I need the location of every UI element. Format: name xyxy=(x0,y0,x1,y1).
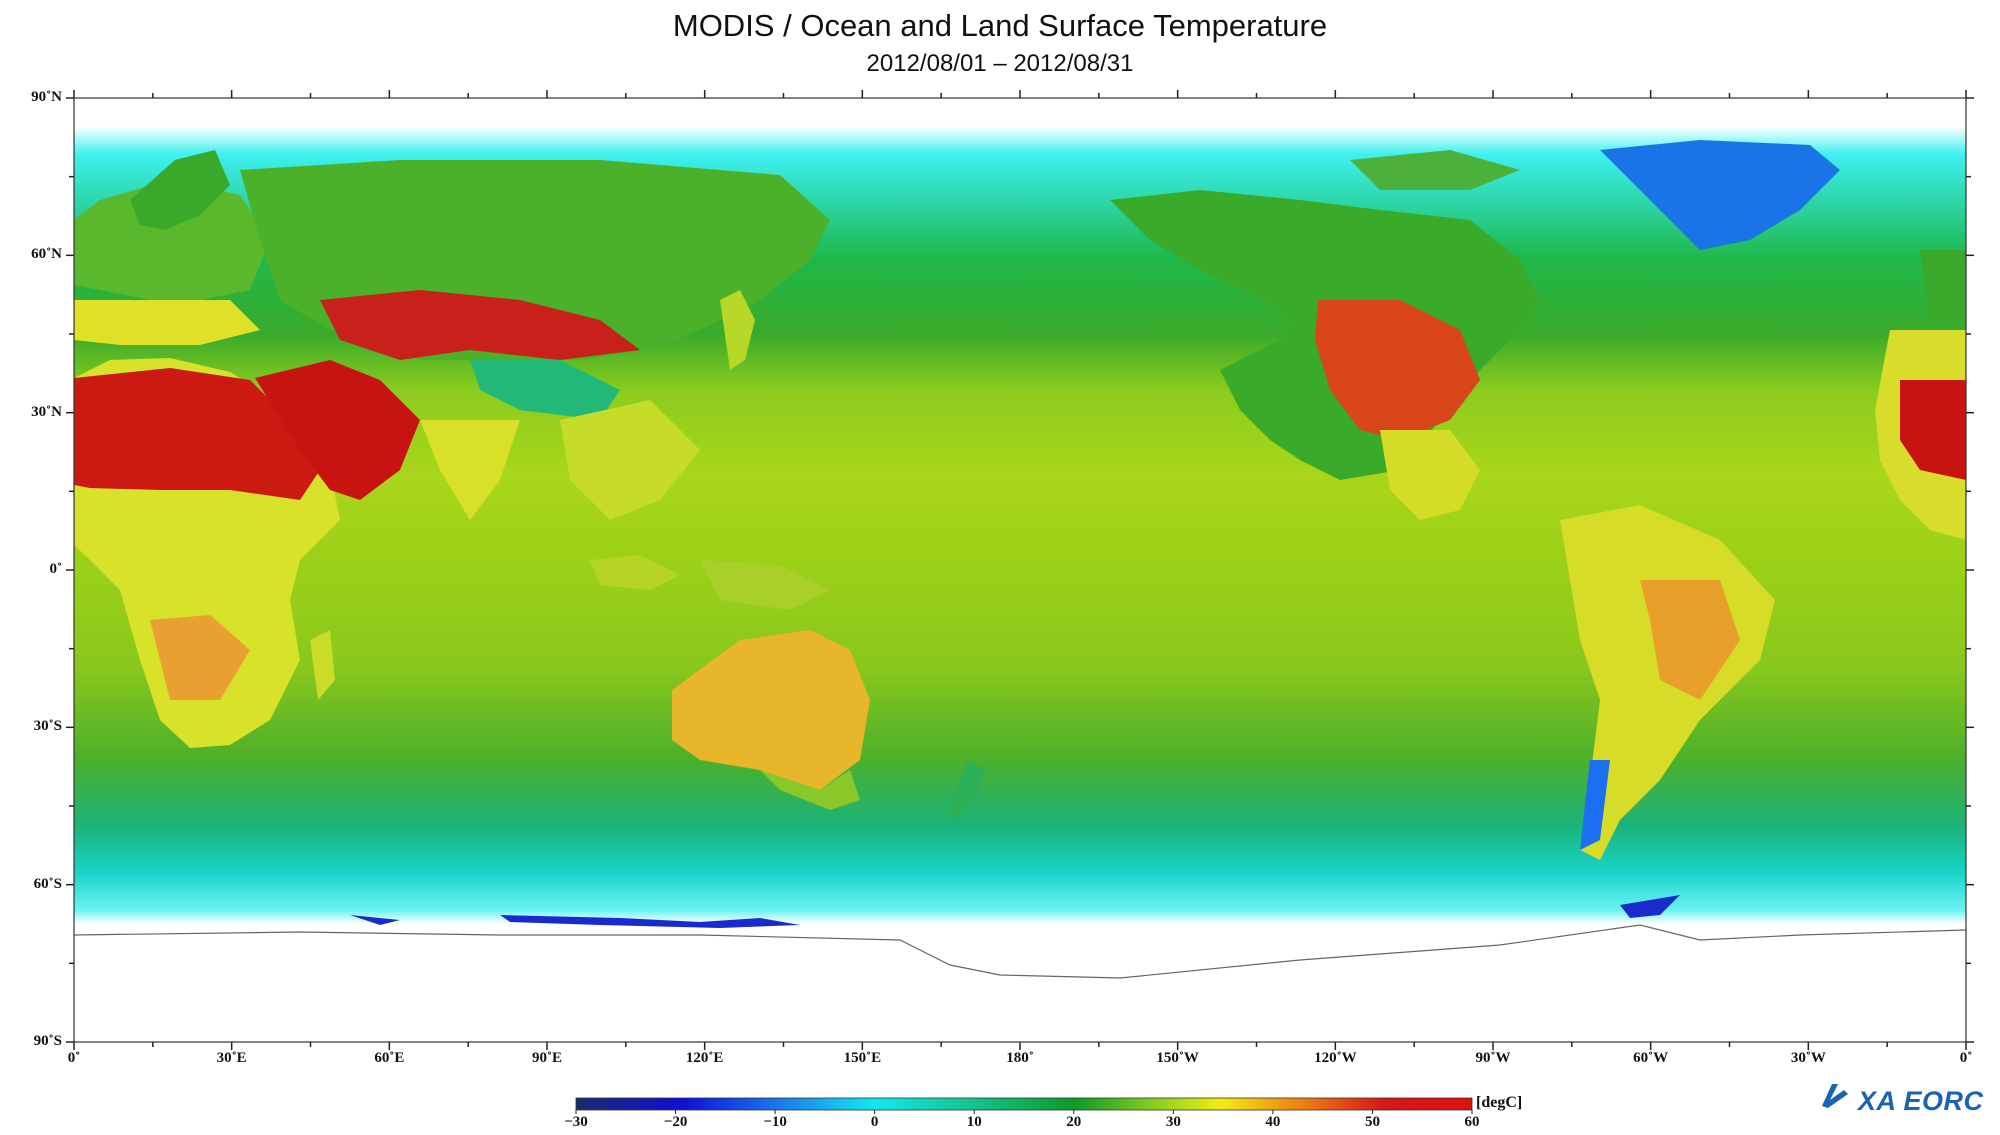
colorbar xyxy=(575,1097,1473,1111)
colorbar-unit: [degC] xyxy=(1476,1094,1523,1111)
new-guinea xyxy=(700,560,830,610)
southeast-australia xyxy=(760,770,860,810)
longitude-label: 120˚E xyxy=(685,1050,724,1066)
longitude-label: 150˚W xyxy=(1156,1050,1199,1066)
latitude-label: 0˚ xyxy=(49,561,63,577)
indonesia-islands xyxy=(590,555,680,590)
australia-landmass xyxy=(672,630,870,790)
andes-south xyxy=(1580,760,1610,850)
latitude-label: 90˚N xyxy=(31,89,62,105)
latitude-label: 30˚N xyxy=(31,403,62,420)
antarctic-cold-patches xyxy=(350,915,800,928)
arabian-peninsula xyxy=(255,360,420,500)
china-southeast-asia xyxy=(560,400,700,520)
longitude-label: 90˚W xyxy=(1475,1050,1511,1066)
latitude-label: 90˚S xyxy=(33,1033,62,1049)
longitude-label: 180˚ xyxy=(1006,1050,1034,1066)
west-sahara-edge xyxy=(1900,380,1966,480)
colorbar-tick-label: −20 xyxy=(663,1114,688,1130)
date-range: 2012/08/01 – 2012/08/31 xyxy=(866,50,1134,77)
western-europe-edge xyxy=(1920,250,1966,320)
colorbar-tick-label: −10 xyxy=(763,1114,787,1130)
antarctica-coastline xyxy=(73,924,1967,979)
colorbar-tick-label: 50 xyxy=(1364,1114,1380,1130)
longitude-label: 90˚E xyxy=(532,1050,562,1066)
indian-subcontinent xyxy=(420,420,520,520)
japan xyxy=(720,290,755,370)
colorbar-tick-label: 40 xyxy=(1265,1114,1281,1130)
canadian-arctic-islands xyxy=(1350,150,1520,190)
kalahari-region xyxy=(150,615,250,700)
longitude-label: 30˚E xyxy=(216,1050,247,1066)
brazil-highlands xyxy=(1640,580,1740,700)
mediterranean-land xyxy=(74,300,260,345)
central-asia-heat-region xyxy=(320,290,640,360)
longitude-label: 150˚E xyxy=(843,1050,882,1066)
colorbar-tick-label: 30 xyxy=(1165,1114,1181,1130)
colorbar-tick-label: 0 xyxy=(870,1114,879,1130)
longitude-label: 120˚W xyxy=(1314,1050,1357,1066)
europe-landmass xyxy=(74,180,270,300)
map-title: MODIS / Ocean and Land Surface Temperatu… xyxy=(672,8,1328,43)
longitude-label: 60˚W xyxy=(1633,1050,1669,1066)
colorbar-tick-label: 20 xyxy=(1066,1114,1082,1130)
southwest-us-heat-region xyxy=(1315,300,1480,440)
longitude-label: 30˚W xyxy=(1790,1050,1826,1066)
latitude-label: 30˚S xyxy=(33,718,62,735)
colorbar-tick-label: −30 xyxy=(564,1114,588,1130)
mexico-central-america xyxy=(1380,430,1480,520)
latitude-label: 60˚S xyxy=(33,875,62,892)
map-ticks xyxy=(66,90,1974,1050)
jaxa-eorc-logo: XA EORC xyxy=(1818,1080,1984,1117)
colorbar-tick-label: 60 xyxy=(1464,1114,1480,1130)
madagascar xyxy=(310,630,335,700)
longitude-label: 60˚E xyxy=(374,1050,405,1066)
longitude-label: 0˚ xyxy=(1959,1050,1973,1066)
antarctic-peninsula-cold-patch xyxy=(1620,895,1680,918)
latitude-label: 60˚N xyxy=(31,246,62,263)
colorbar-ticks xyxy=(575,1110,1473,1114)
longitude-label: 0˚ xyxy=(67,1050,81,1066)
scandinavia xyxy=(130,150,230,230)
tibetan-plateau xyxy=(470,360,620,420)
logo-text: XA EORC xyxy=(1858,1086,1984,1116)
colorbar-tick-label: 10 xyxy=(966,1114,982,1130)
new-zealand xyxy=(948,760,985,820)
greenland-ice-sheet xyxy=(1600,140,1840,250)
sahara-heat-region xyxy=(74,368,320,500)
jaxa-logo-icon xyxy=(1818,1080,1854,1117)
